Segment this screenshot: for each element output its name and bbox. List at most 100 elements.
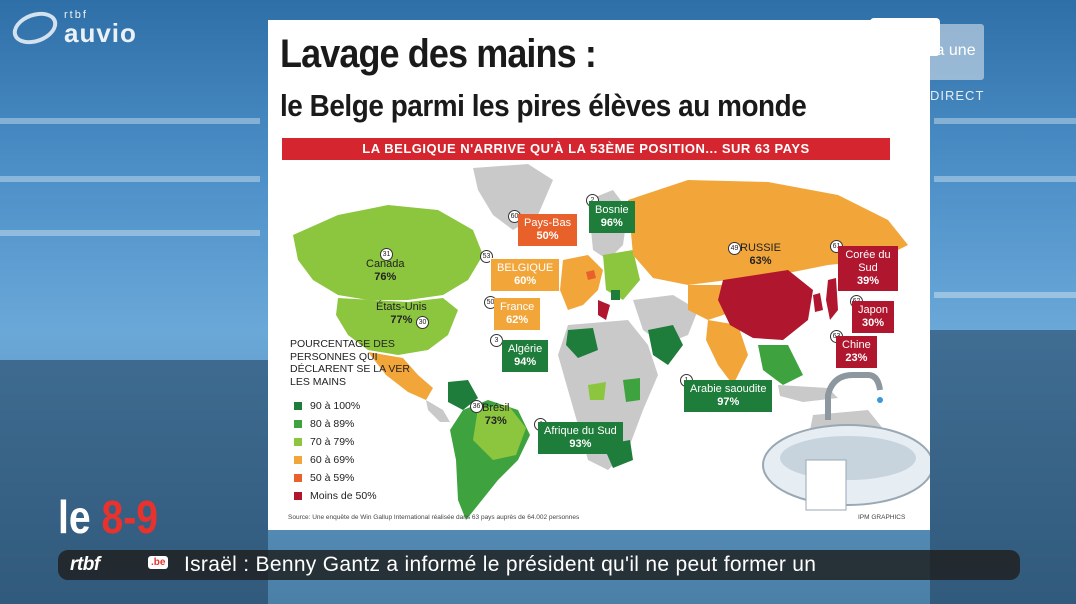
label-algeria-name: Algérie [508,343,543,355]
legend-swatch [294,438,302,446]
background-stripe [0,230,260,236]
label-russia: RUSSIE 63% [740,242,781,268]
label-brazil-value: 73% [484,415,507,427]
legend-item: 90 à 100% [294,400,360,412]
label-south-korea: Corée du Sud 39% [838,246,898,291]
label-brazil-name: Brésil [482,402,510,414]
show-logo-part2: 8-9 [101,491,158,543]
label-france-value: 62% [506,314,529,326]
legend-swatch [294,474,302,482]
label-china-value: 23% [845,352,868,364]
ticker-channel-logo: rtbf [70,554,100,575]
legend-label: 80 à 89% [310,418,355,430]
background-stripe [934,292,1076,298]
background-stripe [0,118,260,124]
map-west-africa [588,382,606,400]
map-europe-west [560,255,603,310]
label-france-name: France [500,301,535,313]
legend-item: 50 à 59% [294,472,354,484]
rank-badge: 30 [416,316,429,329]
label-netherlands-value: 50% [536,230,559,242]
label-china: Chine 23% [836,336,877,368]
label-russia-value: 63% [749,255,772,267]
label-south-korea-name: Corée du Sud [845,249,891,274]
label-south-africa-name: Afrique du Sud [544,425,617,437]
map-central-america [426,400,450,422]
ticker-headline: Israël : Benny Gantz a informé le présid… [184,553,817,576]
legend-item: 70 à 79% [294,436,354,448]
infographic-subtitle: le Belge parmi les pires élèves au monde [280,88,807,123]
label-south-korea-value: 39% [856,275,880,287]
label-china-name: Chine [842,339,871,351]
label-saudi-arabia-name: Arabie saoudite [690,383,767,395]
map-southeast-asia [758,345,803,385]
legend-item: 80 à 89% [294,418,354,430]
map-europe-east [603,250,640,300]
map-italy [598,300,610,320]
show-logo-part1: le [58,491,102,543]
legend-title: POURCENTAGE DES PERSONNES QUI DÉCLARENT … [290,338,411,388]
label-bosnia: Bosnie 96% [589,201,635,233]
map-netherlands [586,270,596,280]
legend-label: 90 à 100% [310,400,361,412]
infographic-banner: LA BELGIQUE N'ARRIVE QU'À LA 53ÈME POSIT… [282,138,890,160]
label-usa: États-Unis 77% [376,301,427,327]
auvio-logo-small: rtbf [64,9,88,21]
legend-label: 50 à 59% [310,472,355,484]
legend-item: Moins de 50% [294,490,377,502]
map-japan [826,278,838,320]
rank-badge: 31 [380,248,393,261]
map-korea [813,293,823,312]
auvio-ring-icon [8,5,62,50]
label-bosnia-value: 96% [600,217,623,229]
infographic-card: Lavage des mains : le Belge parmi les pi… [268,20,930,530]
label-netherlands-name: Pays-Bas [524,217,572,229]
map-bosnia [611,290,620,300]
label-belgium: BELGIQUE 60% [490,258,561,292]
legend-item: 60 à 69% [294,454,354,466]
map-east-africa [623,378,640,402]
label-russia-name: RUSSIE [740,242,781,254]
label-saudi-arabia: Arabie saoudite 97% [684,380,773,412]
legend-swatch [294,420,302,428]
map-china [718,270,813,340]
map-algeria [566,328,598,358]
map-india [706,320,748,385]
label-japan-name: Japon [858,304,888,316]
auvio-logo: rtbf auvio [8,5,137,50]
source-note: Source: Une enquête de Win Gallup Intern… [288,514,580,521]
label-belgium-value: 60% [514,275,537,287]
label-bosnia-name: Bosnie [595,204,629,216]
label-japan: Japon 30% [852,301,894,333]
live-indicator: DIRECT [930,88,985,103]
news-ticker: rtbf .be Israël : Benny Gantz a informé … [58,550,1020,580]
legend-label: 60 à 69% [310,454,355,466]
sink-illustration [762,372,930,511]
label-netherlands: Pays-Bas 50% [518,214,578,246]
map-greenland [473,164,553,230]
background-stripe [934,176,1076,182]
label-south-africa-value: 93% [569,438,592,450]
legend-swatch [294,492,302,500]
background-stripe [0,176,260,182]
label-south-africa: Afrique du Sud 93% [538,422,623,454]
label-canada: Canada 76% [366,258,405,284]
label-brazil: Brésil 73% [482,402,510,428]
graphics-credit: IPM GRAPHICS [858,514,906,521]
label-canada-name: Canada [366,258,405,270]
map-saudi-arabia [648,325,683,365]
show-logo: le 8-9 [58,490,158,544]
label-belgium-name: BELGIQUE [497,262,554,274]
ticker-domain-badge: .be [148,556,169,569]
legend-label: Moins de 50% [310,490,377,502]
label-usa-name: États-Unis [376,301,427,313]
map-usa [336,298,458,355]
map-indonesia [778,385,838,402]
label-france: France 62% [494,298,541,330]
map-brazil [473,405,526,460]
label-algeria: Algérie 94% [502,340,549,372]
rank-badge: 36 [470,400,483,413]
background-stripe [934,118,1076,124]
label-saudi-arabia-value: 97% [717,396,740,408]
rank-badge: 53 [480,250,493,263]
